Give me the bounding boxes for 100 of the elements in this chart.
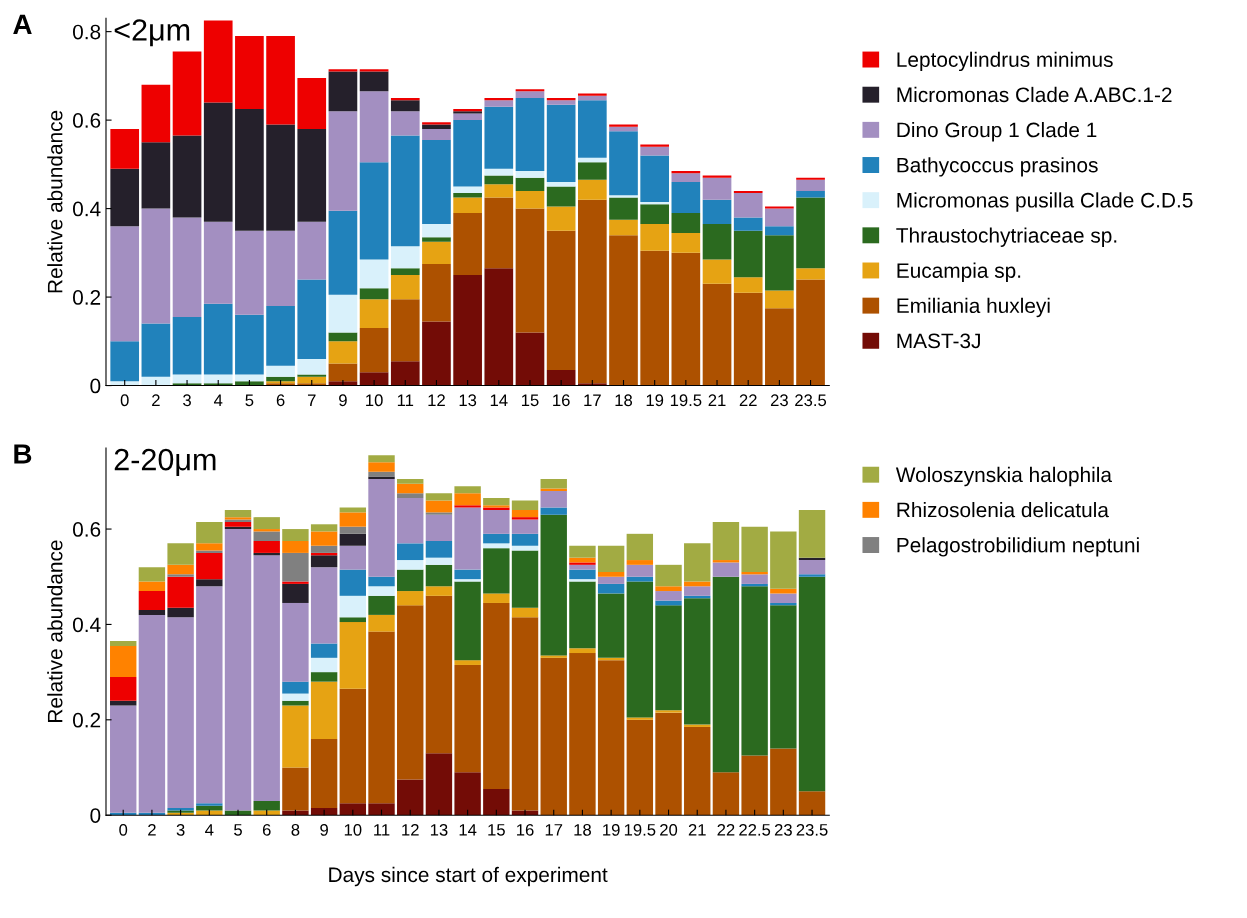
y-axis-title: Relative abundance: [47, 540, 63, 722]
bar: [515, 91, 545, 98]
bar: [626, 719, 654, 816]
bar: [684, 586, 711, 596]
bar: [798, 574, 826, 577]
bar: [484, 268, 514, 386]
bar: [626, 581, 654, 718]
bar: [339, 622, 367, 689]
bar: [454, 493, 481, 506]
bar: [138, 614, 166, 813]
bar: [577, 100, 607, 158]
bar: [546, 186, 576, 207]
bar: [282, 705, 309, 768]
legend-label: Thraustochytriaceae sp.: [896, 227, 1117, 247]
bar: [765, 235, 794, 291]
bar: [196, 586, 223, 804]
bar: [702, 224, 732, 260]
bar: [597, 571, 625, 577]
bar: [224, 521, 252, 527]
legend-label: Woloszynskia halophila: [895, 466, 1112, 487]
bar: [368, 595, 395, 615]
text: A: [13, 14, 32, 34]
bar: [484, 175, 514, 185]
bar: [390, 274, 420, 300]
bar: [297, 78, 327, 129]
bar: [282, 810, 309, 816]
bar: [609, 235, 638, 386]
bar: [368, 471, 395, 477]
chart-title: 2-20μm: [114, 448, 216, 476]
bar: [196, 521, 223, 544]
bar: [282, 552, 309, 582]
bar: [577, 199, 607, 384]
bar: [167, 574, 194, 577]
bar: [328, 332, 358, 342]
x-tick-label: 5: [245, 394, 254, 407]
x-tick-label: 4: [213, 394, 223, 406]
bar: [266, 376, 295, 382]
bar: [397, 493, 424, 499]
bar: [390, 100, 420, 112]
bar: [339, 512, 367, 527]
bar: [141, 208, 171, 324]
bar: [110, 645, 137, 677]
y-axis-title: Relative abundance: [47, 110, 63, 293]
bar: [483, 533, 510, 544]
x-tick-label: 3: [183, 394, 191, 407]
bar: [511, 517, 539, 520]
bar: [655, 605, 682, 711]
bar: [640, 146, 670, 156]
x-tick-label: 23.5: [796, 823, 828, 836]
bar: [577, 157, 607, 163]
bar: [328, 111, 358, 211]
bar: [569, 545, 596, 558]
bar: [422, 128, 451, 141]
bar: [328, 363, 358, 382]
bar: [425, 557, 453, 565]
bar: [110, 128, 140, 169]
bar: [569, 579, 596, 582]
bar: [765, 208, 794, 227]
bar: [569, 564, 596, 570]
x-tick-label: 20: [660, 823, 678, 836]
bar: [454, 579, 481, 582]
x-tick-label: 15: [521, 394, 539, 407]
bar: [798, 576, 826, 792]
bar: [339, 533, 367, 546]
bar: [359, 288, 389, 300]
bar: [138, 567, 166, 582]
bar: [397, 569, 424, 592]
bar: [671, 213, 701, 233]
bar: [640, 250, 670, 386]
x-tick-label: 0: [120, 394, 129, 407]
bar: [540, 490, 567, 508]
x-tick-label: 17: [545, 824, 563, 836]
bar: [540, 478, 567, 489]
bar: [569, 648, 596, 654]
bar: [203, 20, 233, 103]
bar: [796, 279, 825, 386]
bar: [626, 533, 654, 561]
x-tick-label: 19: [646, 394, 664, 407]
legend-label: Leptocylindrus minimus: [897, 51, 1113, 72]
bar: [511, 500, 539, 510]
bar: [626, 564, 654, 577]
bar: [484, 197, 514, 269]
bar: [390, 299, 420, 362]
bar: [339, 803, 367, 816]
bar: [297, 359, 327, 375]
bar: [297, 374, 327, 377]
bar: [702, 259, 732, 284]
bar: [224, 529, 252, 811]
bar: [397, 560, 424, 570]
bar: [110, 641, 137, 646]
x-tick-label: 14: [459, 824, 477, 836]
bar: [425, 500, 453, 513]
x-axis-title: Days since start of experiment: [329, 866, 608, 887]
y-tick-label: 0.2: [72, 290, 101, 305]
bar: [297, 128, 327, 222]
bar: [203, 221, 233, 304]
y-tick-label: 0.6: [72, 522, 101, 537]
bar: [684, 726, 711, 816]
x-tick-label: 23.5: [795, 394, 827, 407]
bar: [390, 361, 420, 386]
